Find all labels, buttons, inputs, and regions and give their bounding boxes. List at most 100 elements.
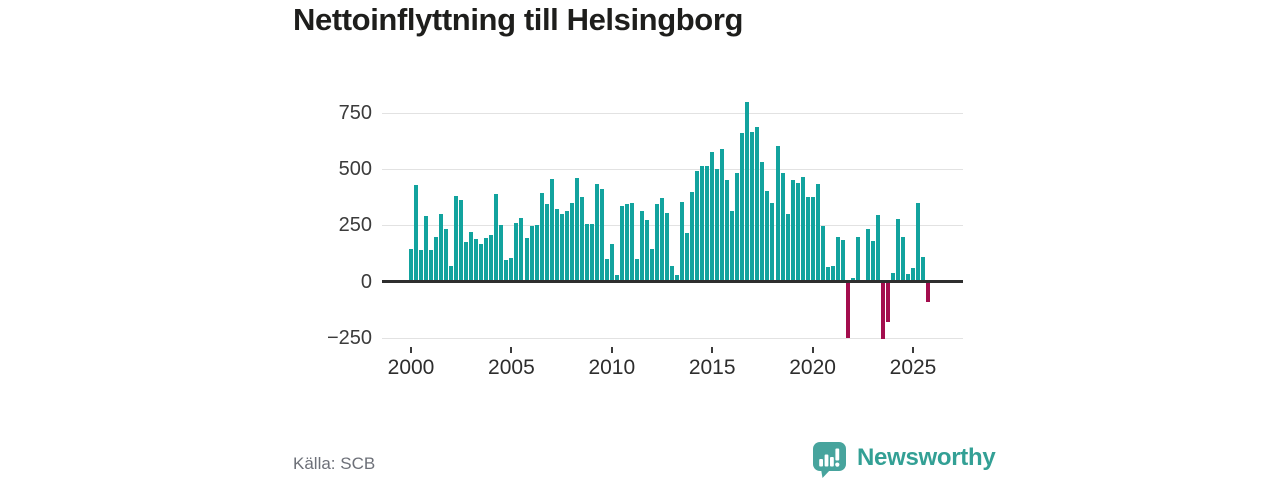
bar-2019-q4 (805, 197, 810, 282)
bar-2005-q2 (514, 223, 519, 282)
bar-2018-q1 (770, 202, 775, 282)
bar-2023-q3 (880, 281, 885, 339)
bar-2000-q4 (424, 216, 429, 282)
bar-2020-q1 (810, 197, 815, 282)
x-axis-tick-2015 (711, 347, 714, 353)
bar-2022-q1 (850, 278, 855, 282)
bar-2025-q3 (921, 256, 925, 282)
gridline-y--250 (382, 337, 963, 339)
bar-2010-q2 (614, 274, 619, 282)
bar-2004-q1 (489, 235, 494, 282)
bar-2003-q4 (484, 237, 489, 282)
y-axis-label-500: 500 (338, 158, 372, 181)
bar-2012-q2 (655, 204, 659, 282)
bar-2012-q1 (650, 248, 654, 282)
bar-2002-q2 (454, 196, 459, 282)
bar-2013-q3 (680, 201, 685, 282)
bar-2006-q1 (529, 226, 534, 282)
bar-2021-q3 (840, 239, 845, 282)
bar-2002-q3 (459, 199, 464, 282)
bar-2005-q1 (509, 257, 514, 282)
bar-2005-q3 (519, 217, 524, 282)
bar-2025-q2 (916, 202, 920, 282)
chart-title: Nettoinflyttning till Helsingborg (293, 2, 744, 37)
bar-2011-q1 (629, 202, 634, 282)
bar-2014-q3 (700, 165, 705, 282)
gridline-y-500 (382, 169, 963, 171)
y-axis-label--250: −250 (326, 326, 372, 349)
bar-2008-q3 (579, 197, 584, 282)
bar-2020-q4 (825, 266, 830, 282)
bar-2013-q4 (685, 233, 690, 282)
bar-2023-q4 (885, 281, 890, 322)
x-axis-tick-2000 (410, 347, 412, 353)
bar-2003-q1 (469, 232, 474, 282)
bar-2021-q2 (835, 236, 840, 282)
x-axis-label-2000: 2000 (387, 356, 435, 379)
bar-2005-q4 (524, 237, 529, 282)
bar-2009-q1 (589, 224, 594, 282)
bar-2017-q3 (760, 162, 765, 282)
bar-2018-q4 (785, 214, 790, 282)
newsworthy-wordmark: Newsworthy (857, 444, 996, 471)
bar-2014-q1 (690, 191, 695, 282)
bar-2024-q4 (906, 273, 910, 282)
bar-2017-q4 (765, 190, 770, 282)
x-axis-tick-2020 (811, 347, 814, 353)
x-axis-label-2010: 2010 (588, 356, 636, 379)
bar-2013-q2 (675, 274, 680, 282)
x-axis-tick-2010 (610, 347, 613, 353)
gridline-y-250 (382, 225, 963, 227)
bar-2014-q2 (695, 171, 700, 282)
bar-2015-q3 (720, 148, 725, 282)
bar-2003-q3 (479, 244, 484, 282)
bar-2016-q4 (745, 101, 750, 282)
bar-2009-q4 (604, 259, 609, 282)
bar-2009-q3 (599, 189, 604, 282)
bar-2008-q1 (569, 202, 574, 282)
bar-2001-q4 (444, 228, 449, 282)
bar-2003-q2 (474, 238, 479, 282)
bar-2020-q2 (815, 183, 820, 282)
x-axis-label-2005: 2005 (488, 356, 535, 379)
bar-2006-q2 (534, 225, 539, 282)
bar-2025-q4 (926, 281, 931, 302)
bar-2004-q4 (504, 260, 509, 282)
bar-2025-q1 (911, 268, 915, 282)
bar-2011-q4 (644, 219, 649, 282)
bar-2008-q2 (574, 178, 579, 282)
bar-2010-q3 (619, 206, 624, 282)
x-axis-label-2020: 2020 (789, 356, 836, 379)
bar-2016-q2 (735, 172, 740, 282)
bar-2019-q1 (790, 180, 795, 282)
bar-2012-q3 (660, 198, 664, 282)
bar-2006-q3 (539, 192, 544, 282)
bar-2010-q4 (624, 204, 629, 282)
bar-2017-q2 (755, 126, 760, 282)
bar-2023-q1 (870, 241, 875, 282)
bar-2004-q2 (494, 193, 499, 282)
bar-2008-q4 (584, 224, 589, 282)
bar-2016-q3 (740, 133, 745, 282)
x-axis-label-2025: 2025 (889, 356, 937, 379)
bar-2010-q1 (609, 244, 614, 282)
bar-2015-q2 (715, 169, 720, 282)
y-axis-label-0: 0 (360, 270, 372, 293)
bar-2022-q4 (865, 228, 870, 282)
bar-2018-q3 (780, 172, 785, 282)
bar-2016-q1 (730, 210, 735, 282)
bar-2020-q3 (820, 226, 825, 282)
bar-2024-q2 (895, 218, 900, 282)
bar-2024-q1 (890, 272, 895, 282)
bar-2007-q3 (559, 214, 564, 282)
bar-2024-q3 (901, 236, 905, 282)
bar-2009-q2 (594, 183, 599, 282)
bar-2012-q4 (665, 213, 669, 282)
bar-2000-q3 (419, 250, 423, 282)
x-axis-tick-2025 (912, 347, 914, 353)
y-axis-label-750: 750 (338, 101, 372, 124)
newsworthy-logo: Newsworthy (812, 441, 996, 479)
bar-2011-q2 (634, 259, 639, 282)
bar-2019-q3 (800, 177, 805, 282)
newsworthy-bubble-chart-icon (812, 441, 848, 479)
